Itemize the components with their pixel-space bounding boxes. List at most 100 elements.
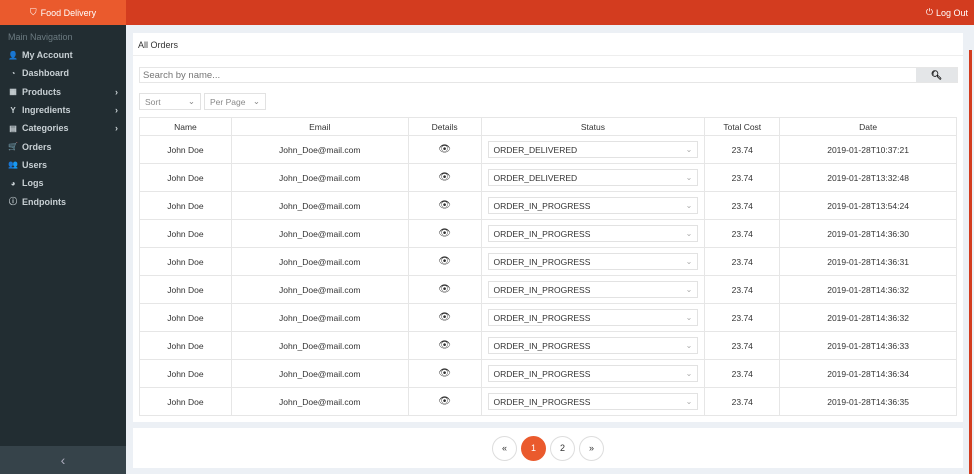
status-select[interactable]: ORDER_IN_PROGRESS ⌄ [487, 225, 699, 242]
date-cell: 2019-01-28T14:36:31 [779, 247, 957, 276]
email-cell: John_Doe@mail.com [230, 135, 409, 164]
sidebar-item-ingredients[interactable]: Y Ingredients › [0, 101, 126, 119]
status-select[interactable]: ORDER_DELIVERED ⌄ [487, 141, 699, 158]
details-cell: 👁︎ [407, 275, 482, 304]
next-page-button[interactable]: » [579, 435, 604, 461]
eye-icon[interactable]: 👁︎ [438, 144, 451, 155]
cost-cell: 23.74 [704, 331, 781, 360]
column-header: Details [407, 117, 482, 136]
column-header: Total Cost [704, 117, 781, 136]
table-row: John Doe John_Doe@mail.com 👁︎ ORDER_DELI… [139, 135, 957, 164]
email-cell: John_Doe@mail.com [230, 359, 409, 388]
power-icon: ⏻ [925, 7, 933, 17]
cost-cell: 23.74 [704, 275, 781, 304]
eye-icon[interactable]: 👁︎ [438, 284, 451, 295]
table-row: John Doe John_Doe@mail.com 👁︎ ORDER_IN_P… [139, 331, 957, 360]
table-row: John Doe John_Doe@mail.com 👁︎ ORDER_IN_P… [139, 359, 957, 388]
details-cell: 👁︎ [407, 331, 482, 360]
eye-icon[interactable]: 👁︎ [438, 172, 451, 183]
details-cell: 👁︎ [407, 247, 482, 276]
chevron-left-icon: ‹ [60, 452, 66, 468]
cost-cell: 23.74 [704, 219, 781, 248]
search-bar: 🔍︎ [139, 67, 958, 83]
eye-icon[interactable]: 👁︎ [438, 368, 451, 379]
name-cell: John Doe [139, 191, 232, 220]
sidebar-item-orders[interactable]: 🛒 Orders [8, 141, 52, 152]
email-cell: John_Doe@mail.com [230, 247, 409, 276]
per-page-select[interactable]: Per Page ⌄ [204, 93, 266, 110]
table-row: John Doe John_Doe@mail.com 👁︎ ORDER_IN_P… [139, 191, 957, 220]
chevron-down-icon: ⌄ [187, 96, 195, 106]
page-1-button[interactable]: 1 [521, 435, 546, 461]
brand-logo[interactable]: ⛉ Food Delivery [0, 0, 126, 25]
status-cell: ORDER_IN_PROGRESS ⌄ [480, 247, 706, 276]
search-button[interactable]: 🔍︎ [916, 68, 957, 82]
chevron-down-icon: ⌄ [685, 229, 693, 238]
sidebar-item-categories[interactable]: ▤ Categories › [9, 123, 118, 134]
chevron-down-icon: ⌄ [685, 257, 693, 266]
chevron-down-icon: ⌄ [685, 145, 693, 154]
cost-cell: 23.74 [704, 191, 781, 220]
status-select[interactable]: ORDER_IN_PROGRESS ⌄ [487, 393, 699, 410]
status-select[interactable]: ORDER_IN_PROGRESS ⌄ [487, 281, 699, 298]
sidebar-item-products[interactable]: ▦ Products › [9, 86, 118, 97]
eye-icon[interactable]: 👁︎ [438, 312, 451, 323]
date-cell: 2019-01-28T14:36:34 [779, 359, 957, 388]
sidebar-item-dashboard[interactable]: ◔ Dashboard [0, 64, 126, 82]
date-cell: 2019-01-28T13:32:48 [779, 163, 957, 192]
email-cell: John_Doe@mail.com [230, 387, 409, 416]
name-cell: John Doe [139, 359, 232, 388]
sidebar-item-users[interactable]: 👥 Users [8, 159, 48, 170]
chevron-right-icon: › [115, 105, 118, 116]
details-cell: 👁︎ [407, 191, 482, 220]
collapse-sidebar-button[interactable]: ‹ [0, 446, 126, 474]
details-cell: 👁︎ [407, 135, 482, 164]
status-select[interactable]: ORDER_DELIVERED ⌄ [487, 169, 699, 186]
status-select[interactable]: ORDER_IN_PROGRESS ⌄ [487, 253, 699, 270]
eye-icon[interactable]: 👁︎ [438, 396, 451, 407]
column-header: Name [139, 117, 232, 136]
info-icon: ⓘ [9, 197, 17, 207]
box-icon: ▦ [9, 87, 17, 97]
eye-icon[interactable]: 👁︎ [438, 200, 451, 211]
chart-pie-icon: ◕ [10, 178, 16, 188]
cocktail-icon: Y [10, 105, 16, 115]
chevron-down-icon: ⌄ [685, 341, 693, 350]
details-cell: 👁︎ [407, 219, 482, 248]
eye-icon[interactable]: 👁︎ [438, 228, 451, 239]
orders-table: Name Email Details Status Total Cost Date Joh… [139, 117, 957, 416]
email-cell: John_Doe@mail.com [230, 331, 409, 360]
eye-icon[interactable]: 👁︎ [438, 340, 451, 351]
date-cell: 2019-01-28T14:36:30 [779, 219, 957, 248]
page-2-button[interactable]: 2 [550, 435, 575, 461]
table-row: John Doe John_Doe@mail.com 👁︎ ORDER_IN_P… [139, 275, 957, 304]
details-cell: 👁︎ [407, 303, 482, 332]
status-cell: ORDER_IN_PROGRESS ⌄ [480, 275, 706, 304]
sidebar-item-logs[interactable]: ◕ Logs [0, 174, 126, 192]
chevron-right-icon: › [115, 123, 118, 134]
status-select[interactable]: ORDER_IN_PROGRESS ⌄ [487, 309, 699, 326]
date-cell: 2019-01-28T14:36:33 [779, 331, 957, 360]
date-cell: 2019-01-28T14:36:35 [779, 387, 957, 416]
prev-page-button[interactable]: « [492, 435, 517, 461]
search-input[interactable] [140, 68, 916, 82]
details-cell: 👁︎ [407, 359, 482, 388]
table-row: John Doe John_Doe@mail.com 👁︎ ORDER_DELI… [139, 163, 957, 192]
users-icon: 👥 [8, 160, 18, 170]
sort-select[interactable]: Sort ⌄ [139, 93, 201, 110]
sidebar-item-endpoints[interactable]: ⓘ Endpoints [9, 196, 66, 207]
sidebar-item-my-account[interactable]: 👤 My Account [8, 50, 73, 61]
status-cell: ORDER_IN_PROGRESS ⌄ [480, 303, 706, 332]
table-row: John Doe John_Doe@mail.com 👁︎ ORDER_IN_P… [139, 303, 957, 332]
column-header: Status [480, 117, 706, 136]
details-cell: 👁︎ [407, 387, 482, 416]
name-cell: John Doe [139, 331, 232, 360]
logout-button[interactable]: ⏻ Log Out [925, 7, 968, 18]
status-select[interactable]: ORDER_IN_PROGRESS ⌄ [487, 337, 699, 354]
status-select[interactable]: ORDER_IN_PROGRESS ⌄ [487, 197, 699, 214]
status-select[interactable]: ORDER_IN_PROGRESS ⌄ [487, 365, 699, 382]
eye-icon[interactable]: 👁︎ [438, 256, 451, 267]
search-icon: 🔍︎ [930, 69, 943, 80]
column-header: Date [779, 117, 957, 136]
chevron-down-icon: ⌄ [685, 369, 693, 378]
